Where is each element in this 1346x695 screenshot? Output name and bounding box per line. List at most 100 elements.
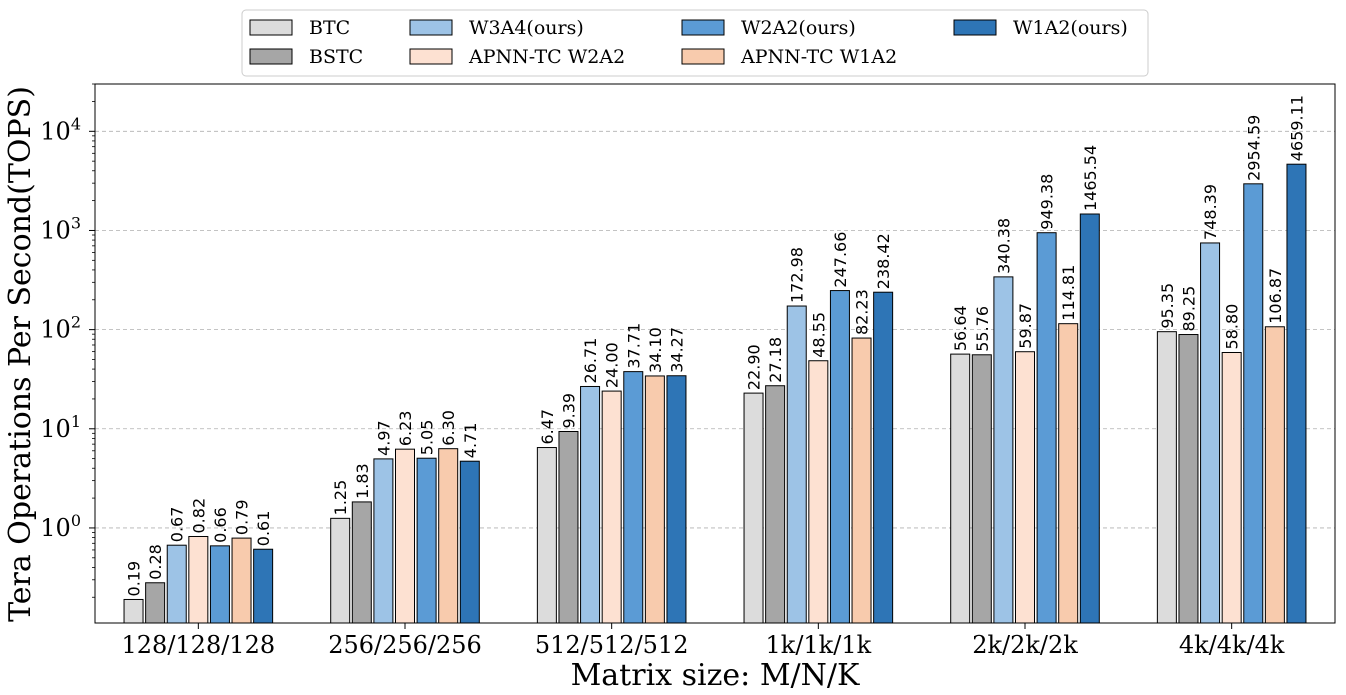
data-label: 114.81: [1059, 265, 1078, 321]
data-label: 34.27: [667, 327, 686, 373]
bar: [459, 460, 480, 624]
x-axis-label: Matrix size: M/N/K: [571, 658, 860, 693]
legend-swatch: [681, 19, 725, 36]
bar: [1264, 326, 1285, 624]
data-label: 748.39: [1201, 184, 1220, 240]
data-label: 0.28: [146, 544, 165, 580]
bar: [873, 291, 894, 624]
bar: [971, 354, 992, 624]
data-label: 247.66: [831, 232, 850, 288]
bar: [253, 548, 274, 624]
bar: [438, 448, 459, 624]
data-labels: 0.19 0.280.67 0.82 0.66 0.79 0.61 1.25 1.834.97…: [125, 95, 1307, 596]
y-tick-exponent: 4: [71, 114, 81, 133]
bar: [536, 447, 557, 624]
bar: [993, 276, 1014, 624]
bar: [1200, 242, 1221, 624]
data-label: 0.67: [168, 507, 187, 543]
legend-label: W1A2(ours): [1013, 17, 1128, 39]
bar: [1015, 351, 1035, 624]
bar: [1058, 323, 1079, 624]
bars: [123, 163, 1307, 624]
data-label: 22.90: [745, 344, 764, 390]
data-label: 2954.59: [1244, 115, 1263, 181]
legend-swatch: [681, 48, 725, 65]
bar: [395, 448, 415, 624]
legend-swatch: [953, 19, 997, 36]
bar: [209, 545, 230, 624]
data-label: 6.47: [538, 409, 557, 445]
data-label: 5.05: [418, 420, 437, 456]
bar: [1221, 351, 1242, 624]
bar: [188, 535, 209, 624]
bar: [330, 517, 351, 624]
data-label: 106.87: [1266, 268, 1285, 324]
bar: [666, 375, 687, 624]
bar: [623, 371, 644, 624]
data-label: 6.23: [396, 411, 415, 447]
grid-lines: [95, 130, 1335, 529]
data-label: 4659.11: [1287, 95, 1306, 161]
data-label: 82.23: [853, 289, 872, 335]
y-tick-base: 10: [40, 216, 71, 244]
data-label: 1.25: [331, 480, 350, 516]
y-tick-base: 10: [40, 514, 71, 542]
y-tick-exponent: 3: [71, 213, 81, 232]
data-label: 24.00: [603, 342, 622, 388]
bar: [743, 392, 764, 624]
y-tick-exponent: 0: [71, 511, 81, 530]
legend-label: W3A4(ours): [469, 17, 584, 39]
bar: [558, 430, 579, 624]
bar: [145, 582, 166, 624]
data-label: 37.71: [624, 323, 643, 369]
x-tick-label: 2k/2k/2k: [972, 631, 1078, 659]
x-axis: 128/128/128 256/256/256 512/512/512 1k/1k/1…: [122, 623, 1285, 659]
legend: BTC BSTC W3A4(ours) APNN-TC W2A2 W2A2(ours) A…: [241, 9, 1149, 77]
data-label: 949.38: [1038, 174, 1057, 230]
bar: [1156, 331, 1177, 624]
y-tick-label: 103: [40, 213, 81, 244]
y-tick-base: 10: [40, 316, 71, 344]
data-label: 172.98: [788, 247, 807, 303]
x-tick-label: 512/512/512: [535, 631, 689, 659]
x-tick-label: 1k/1k/1k: [766, 631, 872, 659]
y-tick-base: 10: [40, 117, 71, 145]
bar: [644, 375, 665, 624]
data-label: 4.71: [461, 423, 480, 459]
data-label: 59.87: [1016, 303, 1035, 349]
y-tick-label: 104: [40, 114, 81, 145]
bar: [166, 544, 187, 624]
bar: [950, 353, 971, 624]
data-label: 34.10: [646, 327, 665, 373]
legend-label: APNN-TC W2A2: [468, 46, 625, 68]
data-label: 56.64: [951, 305, 970, 351]
data-label: 0.61: [254, 511, 273, 547]
bar: [123, 598, 144, 624]
data-label: 58.80: [1223, 304, 1242, 350]
bar: [1243, 183, 1264, 624]
data-label: 48.55: [809, 312, 828, 358]
data-label: 55.76: [973, 306, 992, 352]
data-label: 4.97: [374, 420, 393, 456]
bar: [416, 457, 437, 624]
y-axis-label: Tera Operations Per Second(TOPS): [3, 86, 38, 622]
y-tick-exponent: 2: [71, 313, 81, 332]
bar: [231, 537, 252, 624]
bar: [1178, 334, 1199, 624]
legend-label: APNN-TC W1A2: [740, 46, 897, 68]
legend-swatch: [249, 48, 293, 65]
legend-swatch: [249, 19, 293, 36]
bar: [601, 390, 622, 624]
data-label: 0.79: [233, 499, 252, 535]
y-tick-label: 101: [40, 412, 81, 443]
bar: [373, 458, 394, 624]
bar: [1079, 213, 1100, 624]
legend-label: W2A2(ours): [741, 17, 856, 39]
legend-swatch: [409, 48, 453, 65]
y-tick-label: 102: [40, 313, 81, 344]
data-label: 95.35: [1158, 283, 1177, 329]
data-label: 0.82: [189, 498, 208, 534]
data-label: 238.42: [874, 233, 893, 289]
